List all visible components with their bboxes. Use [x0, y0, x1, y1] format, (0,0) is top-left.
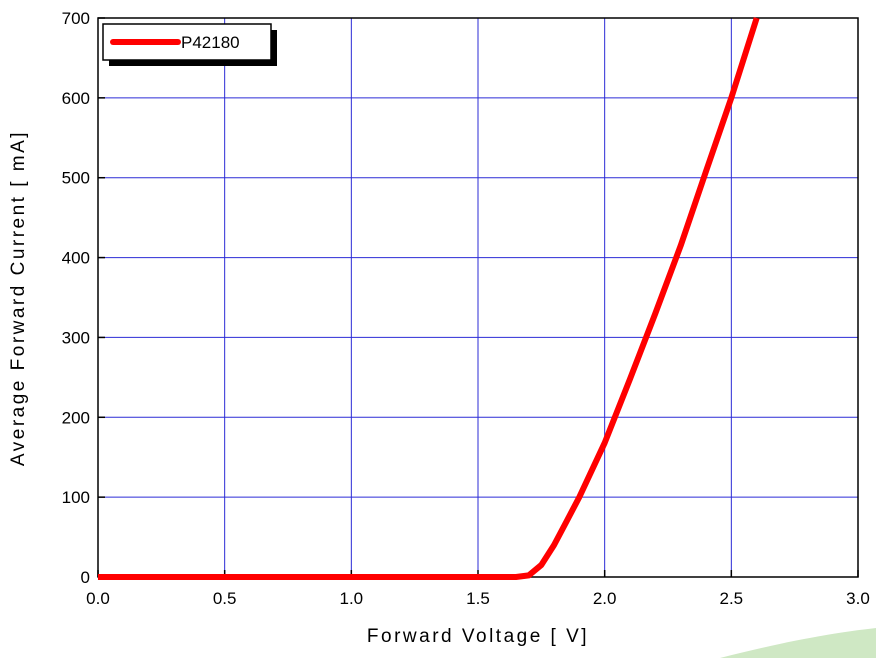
legend-label: P42180 [181, 33, 240, 52]
y-tick-label: 300 [62, 328, 90, 347]
x-tick-label: 1.5 [466, 589, 490, 608]
y-tick-label: 700 [62, 9, 90, 28]
x-tick-label: 3.0 [846, 589, 870, 608]
y-tick-label: 200 [62, 408, 90, 427]
y-tick-label: 500 [62, 169, 90, 188]
y-axis-title: Average Forward Current [ mA] [8, 130, 29, 466]
y-tick-label: 600 [62, 89, 90, 108]
x-tick-label: 0.5 [213, 589, 237, 608]
y-tick-label: 0 [81, 568, 90, 587]
data-line [98, 17, 760, 580]
x-tick-label: 1.0 [340, 589, 364, 608]
x-tick-label: 2.0 [593, 589, 617, 608]
y-tick-label: 400 [62, 249, 90, 268]
x-tick-label: 2.5 [720, 589, 744, 608]
decoration [720, 628, 876, 658]
x-axis-title: Forward Voltage [ V] [367, 626, 589, 647]
x-tick-label: 0.0 [86, 589, 110, 608]
y-tick-label: 100 [62, 488, 90, 507]
